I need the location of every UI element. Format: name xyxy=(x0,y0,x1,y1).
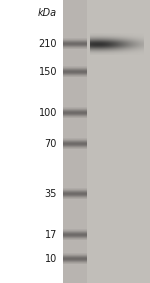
Text: 210: 210 xyxy=(39,39,57,49)
Text: kDa: kDa xyxy=(38,8,57,18)
Text: 70: 70 xyxy=(45,139,57,149)
Text: 150: 150 xyxy=(39,67,57,77)
Text: 100: 100 xyxy=(39,108,57,118)
Text: 10: 10 xyxy=(45,254,57,264)
Bar xyxy=(87,0,150,283)
Text: 17: 17 xyxy=(45,230,57,240)
Text: 35: 35 xyxy=(45,189,57,199)
Bar xyxy=(63,0,150,283)
